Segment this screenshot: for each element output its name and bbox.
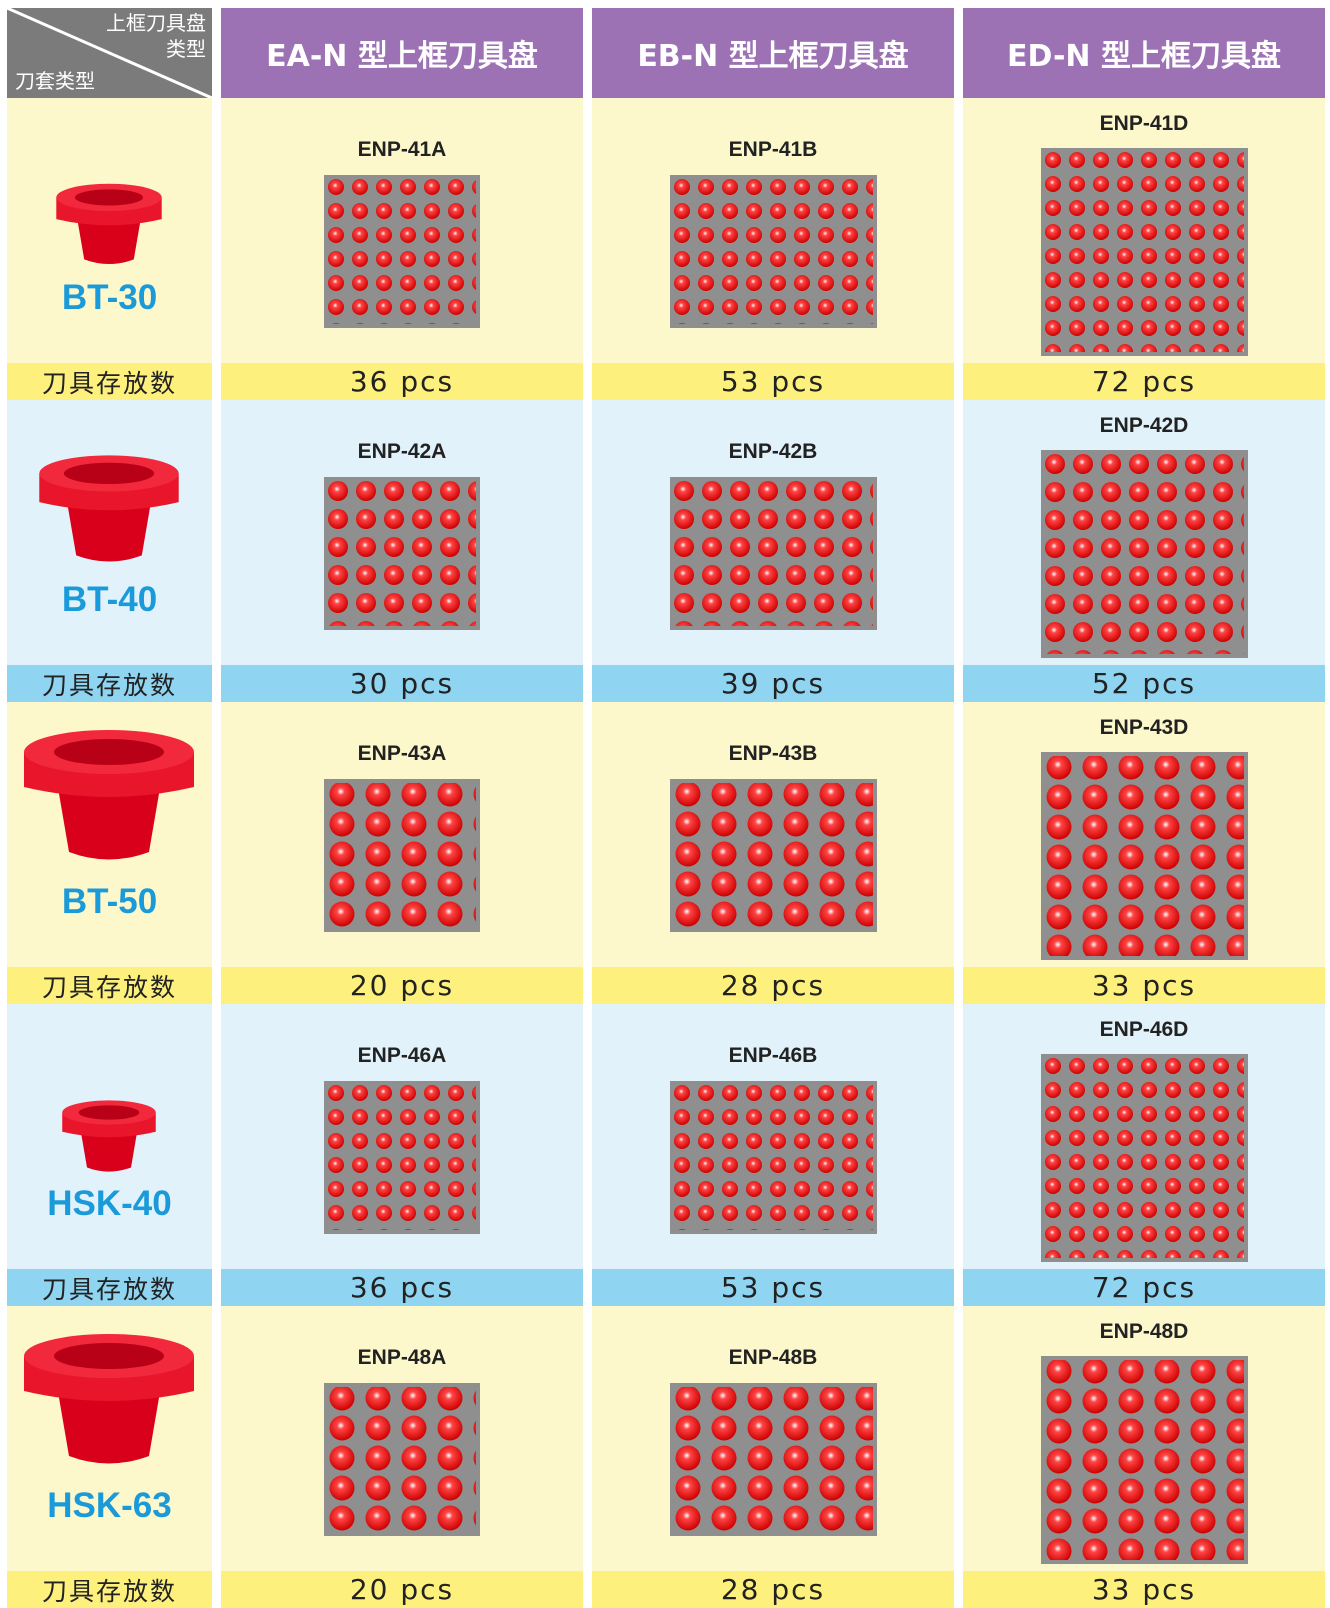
model-name: ENP-48B <box>728 1346 818 1369</box>
count-label: 刀具存放数 <box>7 665 212 702</box>
corner-top-line: 上框刀具盘 <box>106 11 206 35</box>
tool-count: 52 pcs <box>963 665 1325 702</box>
column-header: EA-N 型上框刀具盘 <box>221 8 583 98</box>
diagonal <box>7 8 212 98</box>
tool-count: 33 pcs <box>963 1571 1325 1608</box>
column-header: ED-N 型上框刀具盘 <box>963 8 1325 98</box>
model-name: ENP-48D <box>1099 1320 1189 1343</box>
holder-image <box>24 730 194 860</box>
tray-image <box>1040 1054 1248 1262</box>
holder-name: BT-50 <box>61 882 158 921</box>
tool-count: 36 pcs <box>221 1269 583 1306</box>
holder-name: BT-30 <box>61 278 158 317</box>
count-label: 刀具存放数 <box>7 1269 212 1306</box>
model-name: ENP-43A <box>357 742 447 765</box>
holder-image <box>39 455 179 562</box>
tool-count: 72 pcs <box>963 1269 1325 1306</box>
tool-count: 33 pcs <box>963 967 1325 1004</box>
tray-image <box>1040 148 1248 356</box>
tool-count: 53 pcs <box>592 1269 954 1306</box>
holder-name: HSK-63 <box>47 1486 172 1525</box>
tray-image <box>324 1383 480 1536</box>
tool-count: 39 pcs <box>592 665 954 702</box>
tray-image <box>1040 450 1248 658</box>
holder-image <box>24 1334 194 1464</box>
tray-image <box>324 477 480 630</box>
tool-count: 20 pcs <box>221 967 583 1004</box>
tool-count: 28 pcs <box>592 967 954 1004</box>
holder-name: BT-40 <box>61 580 158 619</box>
holder-image <box>56 183 162 265</box>
corner-bottom: 刀套类型 <box>15 69 95 93</box>
tool-count: 53 pcs <box>592 363 954 400</box>
tray-image <box>324 1081 480 1234</box>
model-name: ENP-43B <box>728 742 818 765</box>
tray-image <box>1040 1356 1248 1564</box>
count-label: 刀具存放数 <box>7 363 212 400</box>
model-name: ENP-46D <box>1099 1018 1189 1041</box>
model-name: ENP-46A <box>357 1044 447 1067</box>
model-name: ENP-41D <box>1099 112 1189 135</box>
tray-image <box>669 175 877 328</box>
holder-image <box>62 1100 156 1172</box>
tray-image <box>324 779 480 932</box>
model-name: ENP-48A <box>357 1346 447 1369</box>
count-label: 刀具存放数 <box>7 967 212 1004</box>
model-name: ENP-42D <box>1099 414 1189 437</box>
count-label: 刀具存放数 <box>7 1571 212 1608</box>
model-name: ENP-41A <box>357 138 447 161</box>
tool-count: 72 pcs <box>963 363 1325 400</box>
column-header: EB-N 型上框刀具盘 <box>592 8 954 98</box>
tray-image <box>669 1081 877 1234</box>
holder-name: HSK-40 <box>47 1184 172 1223</box>
corner-top-line: 类型 <box>166 37 206 61</box>
tool-count: 30 pcs <box>221 665 583 702</box>
tool-count: 28 pcs <box>592 1571 954 1608</box>
corner-top: 上框刀具盘 类型 <box>106 10 206 62</box>
tray-image <box>669 779 877 932</box>
tray-image <box>1040 752 1248 960</box>
tool-count: 20 pcs <box>221 1571 583 1608</box>
model-name: ENP-43D <box>1099 716 1189 739</box>
model-name: ENP-42A <box>357 440 447 463</box>
model-name: ENP-42B <box>728 440 818 463</box>
corner-cell: 上框刀具盘 类型 刀套类型 <box>7 8 212 98</box>
tray-image <box>324 175 480 328</box>
tray-image <box>669 477 877 630</box>
model-name: ENP-41B <box>728 138 818 161</box>
model-name: ENP-46B <box>728 1044 818 1067</box>
tray-image <box>669 1383 877 1536</box>
tool-count: 36 pcs <box>221 363 583 400</box>
